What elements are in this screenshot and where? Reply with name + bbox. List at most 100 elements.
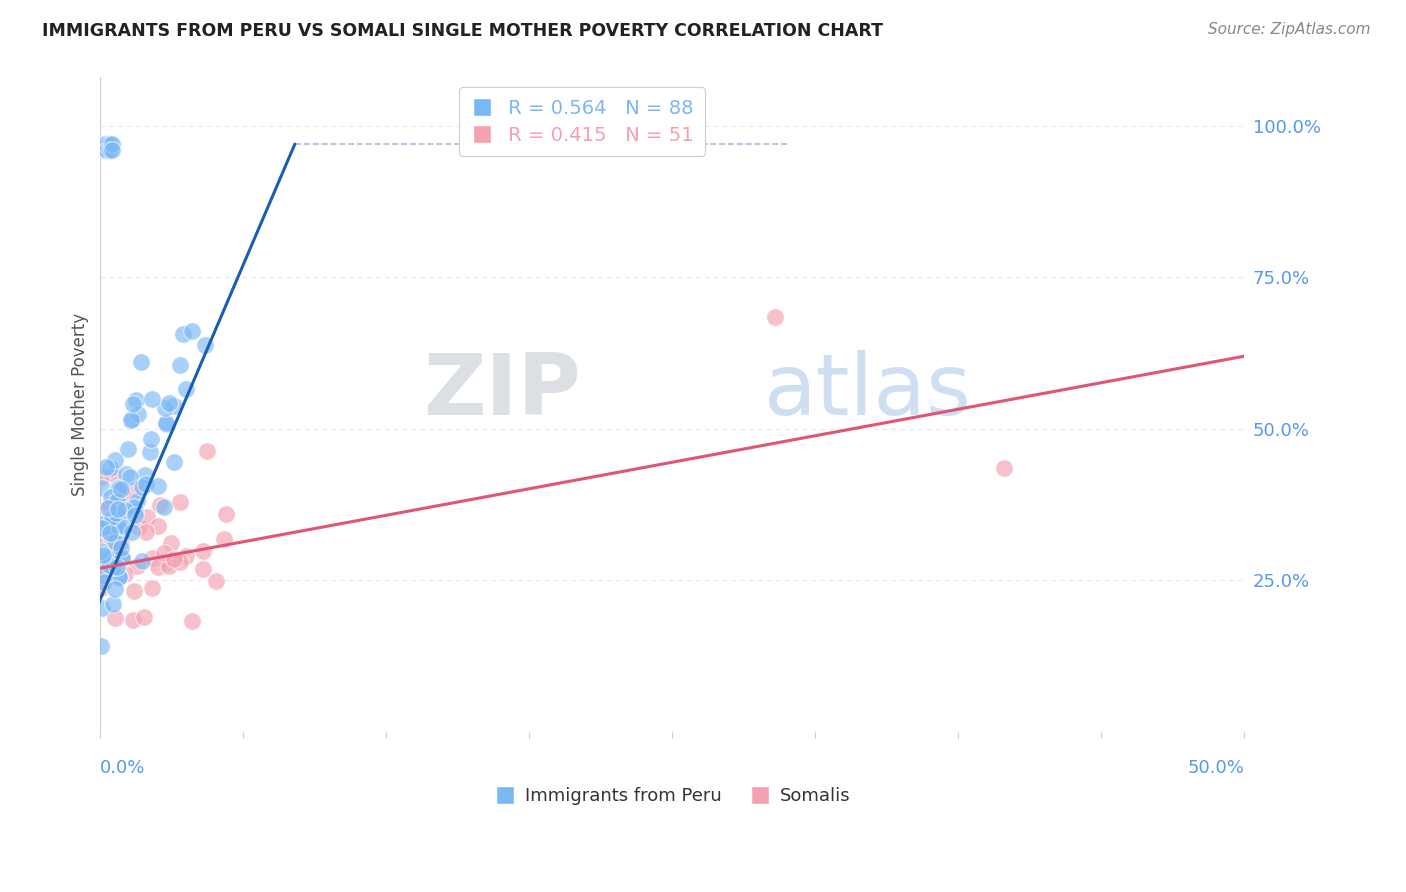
Point [101, 527, 124, 541]
Point [163, 399, 186, 413]
Text: Source: ZipAtlas.com: Source: ZipAtlas.com [1208, 22, 1371, 37]
Point [105, 559, 128, 574]
Point [101, 467, 124, 481]
Point [135, 525, 157, 540]
Point [90, 582, 112, 596]
Point [104, 582, 127, 596]
Point [134, 468, 156, 483]
Point [135, 477, 157, 491]
Point [194, 338, 217, 352]
Point [90, 528, 112, 542]
Point [94, 137, 117, 152]
Point [141, 551, 163, 566]
Point [101, 597, 124, 611]
Point [107, 502, 129, 516]
Point [111, 550, 134, 565]
Point [169, 555, 191, 569]
Point [215, 507, 238, 521]
Text: atlas: atlas [763, 350, 972, 434]
Point [129, 355, 152, 369]
Point [98, 137, 121, 152]
Point [195, 443, 218, 458]
Point [105, 493, 128, 508]
Point [91, 575, 114, 590]
Point [124, 483, 146, 498]
Point [104, 453, 127, 467]
Point [98, 143, 121, 157]
Point [139, 445, 162, 459]
Point [104, 506, 127, 520]
Text: 0.0%: 0.0% [100, 759, 146, 777]
Text: ZIP: ZIP [423, 350, 581, 434]
Point [114, 567, 136, 582]
Point [101, 143, 124, 157]
Point [191, 543, 214, 558]
Point [157, 396, 180, 410]
Point [91, 548, 114, 562]
Point [153, 546, 176, 560]
Point [108, 569, 131, 583]
Point [100, 490, 122, 504]
Point [155, 401, 177, 416]
Point [105, 483, 128, 497]
Point [112, 519, 135, 533]
Point [104, 542, 127, 557]
Point [101, 510, 124, 524]
Point [91, 563, 114, 577]
Point [110, 535, 132, 549]
Point [105, 537, 128, 551]
Point [90, 543, 112, 558]
Point [139, 432, 162, 446]
Point [993, 461, 1015, 475]
Point [90, 470, 112, 484]
Point [110, 541, 132, 555]
Point [124, 500, 146, 514]
Point [90, 558, 112, 573]
Point [169, 495, 191, 509]
Point [128, 520, 150, 534]
Point [108, 570, 131, 584]
Point [90, 521, 112, 535]
Point [97, 500, 120, 515]
Point [181, 324, 204, 338]
Point [105, 524, 128, 539]
Point [174, 549, 197, 563]
Point [117, 442, 139, 456]
Point [110, 524, 132, 538]
Point [127, 407, 149, 421]
Point [153, 500, 176, 514]
Point [134, 609, 156, 624]
Point [101, 559, 124, 574]
Point [91, 601, 114, 615]
Point [91, 137, 114, 152]
Point [111, 488, 134, 502]
Point [96, 143, 118, 157]
Point [97, 550, 120, 565]
Point [114, 467, 136, 481]
Point [96, 524, 118, 539]
Point [94, 459, 117, 474]
Point [91, 143, 114, 157]
Point [90, 639, 112, 653]
Legend: Immigrants from Peru, Somalis: Immigrants from Peru, Somalis [488, 780, 858, 813]
Point [141, 392, 163, 406]
Point [91, 568, 114, 582]
Point [121, 613, 143, 627]
Point [107, 483, 129, 498]
Point [91, 552, 114, 566]
Point [141, 582, 163, 596]
Point [124, 393, 146, 408]
Point [131, 554, 153, 568]
Point [763, 310, 786, 324]
Point [146, 560, 169, 574]
Point [162, 455, 184, 469]
Point [93, 574, 115, 589]
Point [100, 530, 122, 544]
Point [94, 143, 117, 157]
Point [91, 481, 114, 495]
Point [212, 533, 235, 547]
Point [124, 508, 146, 522]
Point [103, 520, 125, 534]
Point [125, 558, 148, 573]
Point [174, 382, 197, 396]
